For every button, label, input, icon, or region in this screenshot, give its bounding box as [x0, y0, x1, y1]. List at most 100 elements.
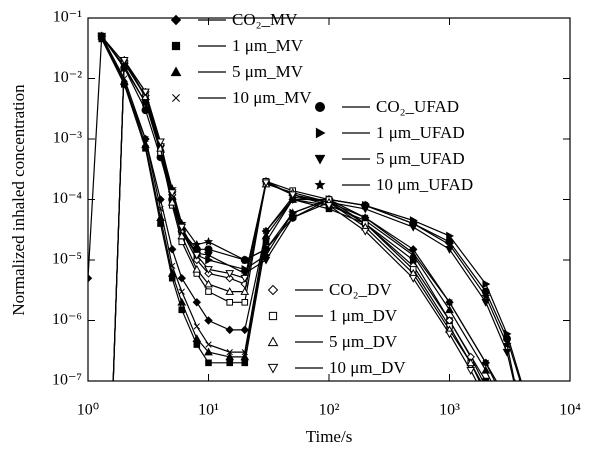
- y-tick-label: 10⁻⁴: [52, 190, 82, 207]
- marker: [192, 264, 202, 273]
- marker: [446, 231, 455, 241]
- legend-label: 1 μm_DV: [329, 306, 398, 325]
- marker: [205, 341, 212, 348]
- legend-label: 5 μm_UFAD: [376, 149, 465, 168]
- marker: [482, 279, 491, 289]
- marker: [481, 291, 491, 301]
- marker: [121, 75, 128, 82]
- marker: [241, 298, 249, 306]
- legend-label: CO₂_MV: [232, 10, 298, 29]
- y-tick-label: 10⁻¹: [53, 9, 82, 26]
- legend-label: 10 μm_MV: [232, 88, 312, 107]
- marker: [240, 274, 250, 283]
- marker: [518, 379, 522, 381]
- marker: [519, 383, 526, 390]
- y-axis-label: Normalized inhaled concentration: [9, 84, 28, 316]
- marker: [240, 255, 250, 264]
- marker: [110, 396, 116, 402]
- marker: [408, 218, 418, 228]
- y-tick-label: 10⁻⁶: [52, 311, 82, 328]
- marker: [167, 189, 177, 198]
- marker: [360, 227, 370, 236]
- legend-marker: [315, 127, 326, 139]
- marker: [109, 396, 116, 403]
- marker: [408, 274, 418, 283]
- legend-label: CO₂_UFAD: [376, 97, 459, 116]
- x-tick-label: 10⁴: [559, 402, 581, 419]
- legend-label: 1 μm_MV: [232, 36, 304, 55]
- marker: [205, 288, 212, 295]
- marker: [141, 88, 150, 97]
- marker: [177, 231, 187, 240]
- marker: [466, 358, 476, 367]
- marker: [204, 251, 213, 260]
- marker: [240, 325, 249, 335]
- marker: [177, 274, 186, 283]
- marker: [503, 329, 512, 339]
- marker: [177, 297, 187, 306]
- marker: [168, 245, 177, 254]
- marker: [225, 274, 234, 283]
- marker: [156, 138, 165, 147]
- marker: [445, 330, 454, 339]
- marker: [288, 191, 298, 200]
- marker: [192, 251, 202, 260]
- marker: [240, 352, 250, 361]
- legend-marker: [267, 336, 279, 347]
- marker: [512, 384, 519, 390]
- marker: [466, 367, 476, 375]
- marker: [204, 245, 213, 254]
- series-layer: [88, 31, 526, 403]
- marker: [177, 223, 187, 232]
- legend-label: 10 μm_UFAD: [376, 175, 473, 194]
- x-axis-label: Time/s: [306, 427, 353, 446]
- marker: [178, 306, 186, 314]
- marker: [262, 227, 270, 235]
- y-tick-label: 10⁻⁵: [52, 251, 82, 268]
- marker: [240, 287, 250, 295]
- marker: [226, 348, 233, 356]
- marker: [225, 325, 234, 335]
- legend-label: 5 μm_MV: [232, 62, 304, 81]
- marker: [204, 279, 213, 288]
- marker: [204, 266, 213, 274]
- marker: [193, 323, 200, 330]
- marker: [494, 391, 501, 397]
- legend-marker: [314, 154, 326, 165]
- x-tick-label: 10²: [319, 402, 340, 419]
- marker: [204, 316, 213, 325]
- marker: [97, 31, 107, 41]
- marker: [324, 202, 334, 210]
- y-tick-label: 10⁻³: [53, 130, 82, 147]
- marker: [205, 359, 212, 367]
- series-line: [101, 35, 496, 381]
- marker: [483, 388, 489, 394]
- marker: [193, 341, 201, 348]
- marker: [482, 359, 489, 366]
- marker: [362, 214, 369, 221]
- marker: [482, 391, 489, 397]
- marker: [495, 396, 501, 402]
- marker: [178, 288, 185, 295]
- marker: [288, 208, 298, 217]
- marker: [157, 205, 164, 213]
- marker: [225, 287, 235, 295]
- x-tick-label: 10¹: [198, 402, 219, 419]
- marker: [261, 256, 271, 265]
- marker: [481, 365, 491, 374]
- marker: [514, 378, 516, 381]
- marker: [482, 396, 489, 402]
- legend-label: CO₂_DV: [329, 280, 392, 299]
- marker: [225, 352, 235, 361]
- marker: [226, 298, 234, 306]
- marker: [167, 268, 177, 277]
- y-tick-label: 10⁻²: [53, 69, 82, 86]
- marker: [192, 298, 202, 307]
- legend-label: 5 μm_DV: [329, 332, 398, 351]
- marker: [109, 396, 116, 402]
- marker: [261, 231, 271, 240]
- marker: [261, 179, 271, 188]
- x-tick-label: 10³: [439, 402, 460, 419]
- marker: [192, 239, 202, 249]
